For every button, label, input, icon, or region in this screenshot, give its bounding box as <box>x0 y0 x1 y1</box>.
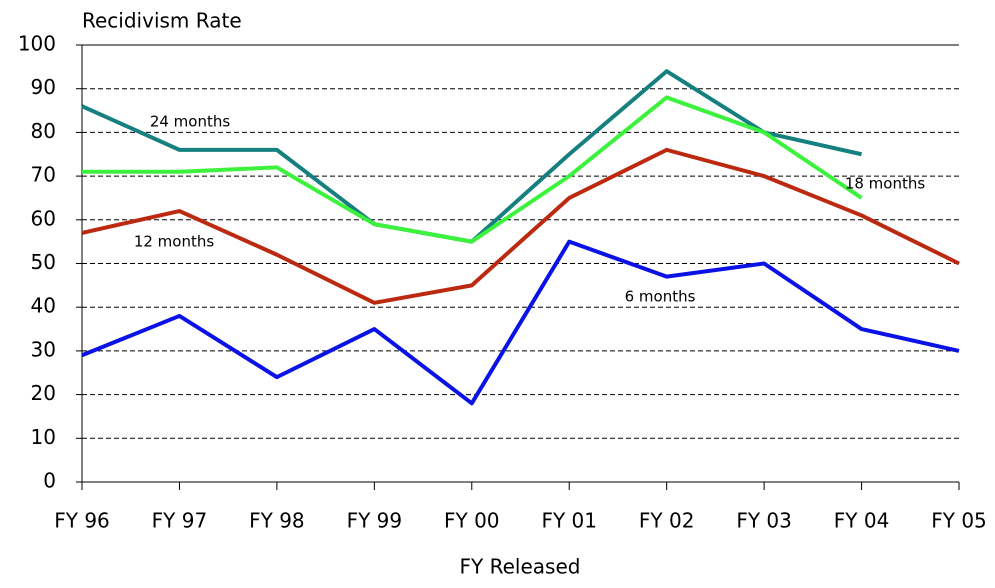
series-line <box>82 95 863 244</box>
x-tick-label: FY 97 <box>152 509 208 533</box>
series-line <box>81 147 960 305</box>
x-tick-label: FY 98 <box>249 509 305 533</box>
series-label: 18 months <box>845 175 926 193</box>
x-tick-label: FY 01 <box>541 509 597 533</box>
y-tick-label: 50 <box>31 250 56 274</box>
y-tick-label: 80 <box>31 119 56 143</box>
x-tick-label: FY 04 <box>834 509 890 533</box>
y-tick-label: 20 <box>31 381 56 405</box>
y-tick-label: 60 <box>31 206 56 230</box>
series-label: 24 months <box>150 113 231 131</box>
x-axis-title: FY Released <box>460 555 581 579</box>
y-tick-label: 0 <box>43 469 56 493</box>
series-label: 6 months <box>625 288 696 306</box>
y-tick-label: 70 <box>31 163 56 187</box>
x-tick-label: FY 02 <box>639 509 695 533</box>
series-line <box>81 239 960 406</box>
y-tick-label: 90 <box>31 75 56 99</box>
x-tick-label: FY 00 <box>444 509 500 533</box>
x-tick-label: FY 03 <box>736 509 792 533</box>
x-tick-label: FY 96 <box>54 509 110 533</box>
series-line <box>81 69 862 244</box>
y-tick-label: 40 <box>31 294 56 318</box>
chart-title: Recidivism Rate <box>82 9 242 33</box>
y-tick-label: 100 <box>18 32 56 56</box>
x-tick-label: FY 05 <box>931 509 987 533</box>
y-tick-label: 30 <box>31 337 56 361</box>
y-tick-label: 10 <box>31 425 56 449</box>
series-label: 12 months <box>134 233 215 251</box>
x-tick-label: FY 99 <box>347 509 403 533</box>
